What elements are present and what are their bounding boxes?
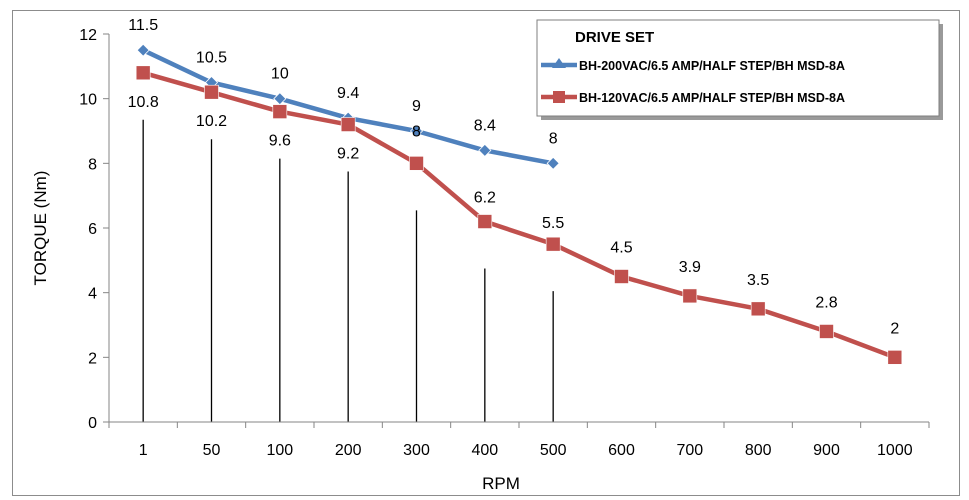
legend-label-bh-200vac: BH-200VAC/6.5 AMP/HALF STEP/BH MSD-8A: [579, 59, 845, 73]
legend-marker-triangle-icon: [552, 58, 566, 68]
data-point-bh-120vac: [682, 288, 698, 304]
data-point-bh-120vac: [477, 214, 493, 229]
y-tick-label: 12: [79, 27, 97, 44]
y-tick-label: 6: [88, 221, 97, 238]
y-tick-label: 8: [88, 156, 97, 173]
data-label-bh-120vac: 10.8: [128, 94, 159, 111]
legend-marker-square-icon: [553, 91, 565, 103]
y-tick-label: 2: [88, 350, 97, 367]
data-point-bh-200vac: [273, 92, 287, 106]
x-tick-label: 600: [608, 442, 635, 459]
x-tick-label: 700: [676, 442, 703, 459]
data-label-bh-200vac: 8.4: [474, 117, 496, 134]
data-label-bh-200vac: 10.5: [196, 50, 227, 67]
x-tick-label: 50: [203, 442, 221, 459]
data-label-bh-200vac: 11.5: [128, 17, 158, 34]
data-label-bh-200vac: 8: [549, 130, 558, 147]
y-tick-label: 4: [88, 286, 97, 303]
x-tick-label: 800: [745, 442, 772, 459]
data-label-bh-120vac: 3.5: [747, 272, 769, 289]
data-label-bh-120vac: 9.2: [337, 146, 359, 163]
data-label-bh-200vac: 9: [412, 98, 421, 115]
x-tick-label: 500: [540, 442, 567, 459]
x-axis-title: RPM: [482, 474, 520, 493]
data-point-bh-200vac: [136, 43, 150, 57]
data-label-bh-120vac: 2: [890, 320, 899, 337]
data-label-bh-200vac: 9.4: [337, 85, 359, 102]
x-tick-label: 400: [471, 442, 498, 459]
x-tick-label: 100: [266, 442, 293, 459]
data-point-bh-120vac: [819, 324, 834, 339]
data-label-bh-120vac: 3.9: [679, 259, 701, 276]
y-tick-label: 0: [88, 415, 97, 432]
data-point-bh-120vac: [204, 84, 219, 100]
x-tick-label: 200: [335, 442, 362, 459]
torque-chart: 0 2 4 6 8 10 12 1 50 100 200 300 400 500 600 700 800 900 1…: [31, 17, 943, 493]
legend-title: DRIVE SET: [575, 29, 654, 46]
data-label-bh-200vac: 10: [271, 66, 289, 83]
data-point-bh-120vac: [614, 269, 629, 284]
data-point-bh-120vac: [340, 117, 356, 132]
x-tick-label: 1: [139, 442, 148, 459]
data-point-bh-120vac: [409, 156, 424, 171]
data-point-bh-120vac: [272, 104, 288, 119]
data-label-bh-120vac: 5.5: [542, 215, 564, 232]
data-label-bh-120vac: 8: [412, 123, 421, 140]
y-tick-label: 10: [79, 92, 97, 109]
data-point-bh-200vac: [546, 156, 560, 170]
data-point-bh-120vac: [135, 65, 151, 81]
data-label-bh-120vac: 10.2: [196, 113, 227, 130]
y-axis-title: TORQUE (Nm): [31, 171, 50, 286]
data-label-bh-120vac: 6.2: [474, 190, 496, 207]
data-label-bh-120vac: 2.8: [815, 294, 837, 311]
data-point-bh-200vac: [478, 143, 492, 157]
x-tick-label: 900: [813, 442, 840, 459]
data-label-bh-120vac: 9.6: [269, 133, 291, 150]
chart-frame: 0 2 4 6 8 10 12 1 50 100 200 300 400 500 600 700 800 900 1…: [12, 10, 960, 496]
x-tick-label: 300: [403, 442, 430, 459]
data-point-bh-120vac: [545, 236, 561, 252]
data-point-bh-200vac: [409, 124, 424, 138]
x-tick-label: 1000: [877, 442, 913, 459]
data-label-bh-120vac: 4.5: [610, 240, 632, 257]
legend-label-bh-120vac: BH-120VAC/6.5 AMP/HALF STEP/BH MSD-8A: [579, 91, 845, 105]
data-point-bh-120vac: [887, 350, 903, 365]
data-point-bh-120vac: [750, 301, 766, 317]
series-line-bh-120vac: [142, 70, 896, 360]
legend-box: [536, 19, 940, 117]
